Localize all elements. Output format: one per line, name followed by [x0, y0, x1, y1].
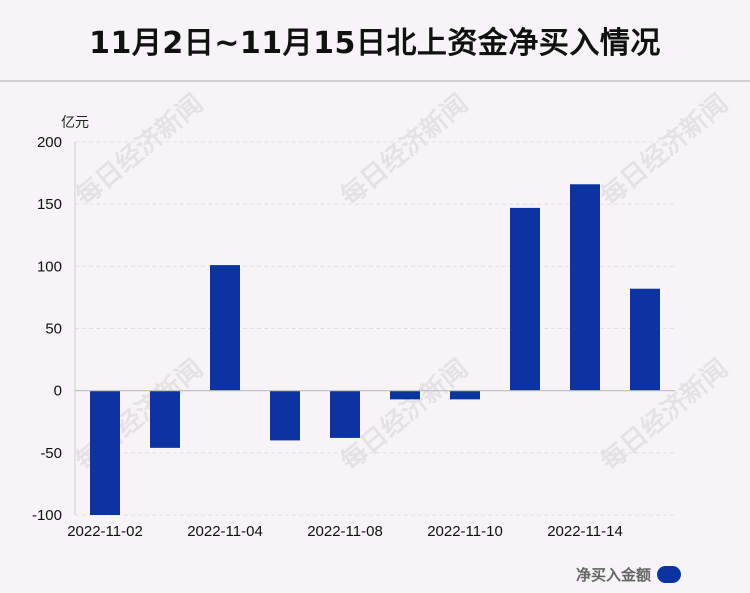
bar [330, 390, 360, 438]
y-tick-label: -50 [40, 445, 62, 462]
bar-chart: 200 150 100 50 0 -50 -100 2022-11-02 2022-11-04 2… [32, 134, 675, 540]
page-title: 11月2日~11月15日北上资金净买入情况 [89, 26, 661, 61]
bar [270, 390, 300, 441]
y-axis-unit: 亿元 [61, 115, 89, 131]
bar [510, 207, 540, 391]
bar [630, 288, 660, 391]
x-tick-label: 2022-11-08 [307, 523, 383, 540]
bar [150, 390, 180, 448]
y-tick-label: 0 [54, 383, 62, 400]
y-tick-label: 150 [37, 196, 62, 213]
y-tick-label: 100 [37, 258, 62, 275]
legend-swatch [657, 566, 682, 583]
bar [390, 390, 420, 400]
y-tick-label: 50 [45, 321, 62, 338]
x-tick-label: 2022-11-04 [187, 523, 263, 540]
bar [570, 184, 600, 391]
legend-label: 净买入金额 [576, 566, 652, 584]
x-tick-label: 2022-11-02 [67, 523, 143, 540]
y-tick-label: -100 [32, 507, 62, 524]
header: 11月2日~11月15日北上资金净买入情况 [0, 0, 750, 82]
y-tick-label: 200 [37, 134, 62, 151]
bar [90, 390, 120, 515]
bar [210, 265, 240, 391]
x-tick-label: 2022-11-10 [427, 523, 503, 540]
legend: 净买入金额 [576, 564, 682, 585]
x-tick-label: 2022-11-14 [547, 523, 623, 540]
bar [450, 390, 480, 400]
